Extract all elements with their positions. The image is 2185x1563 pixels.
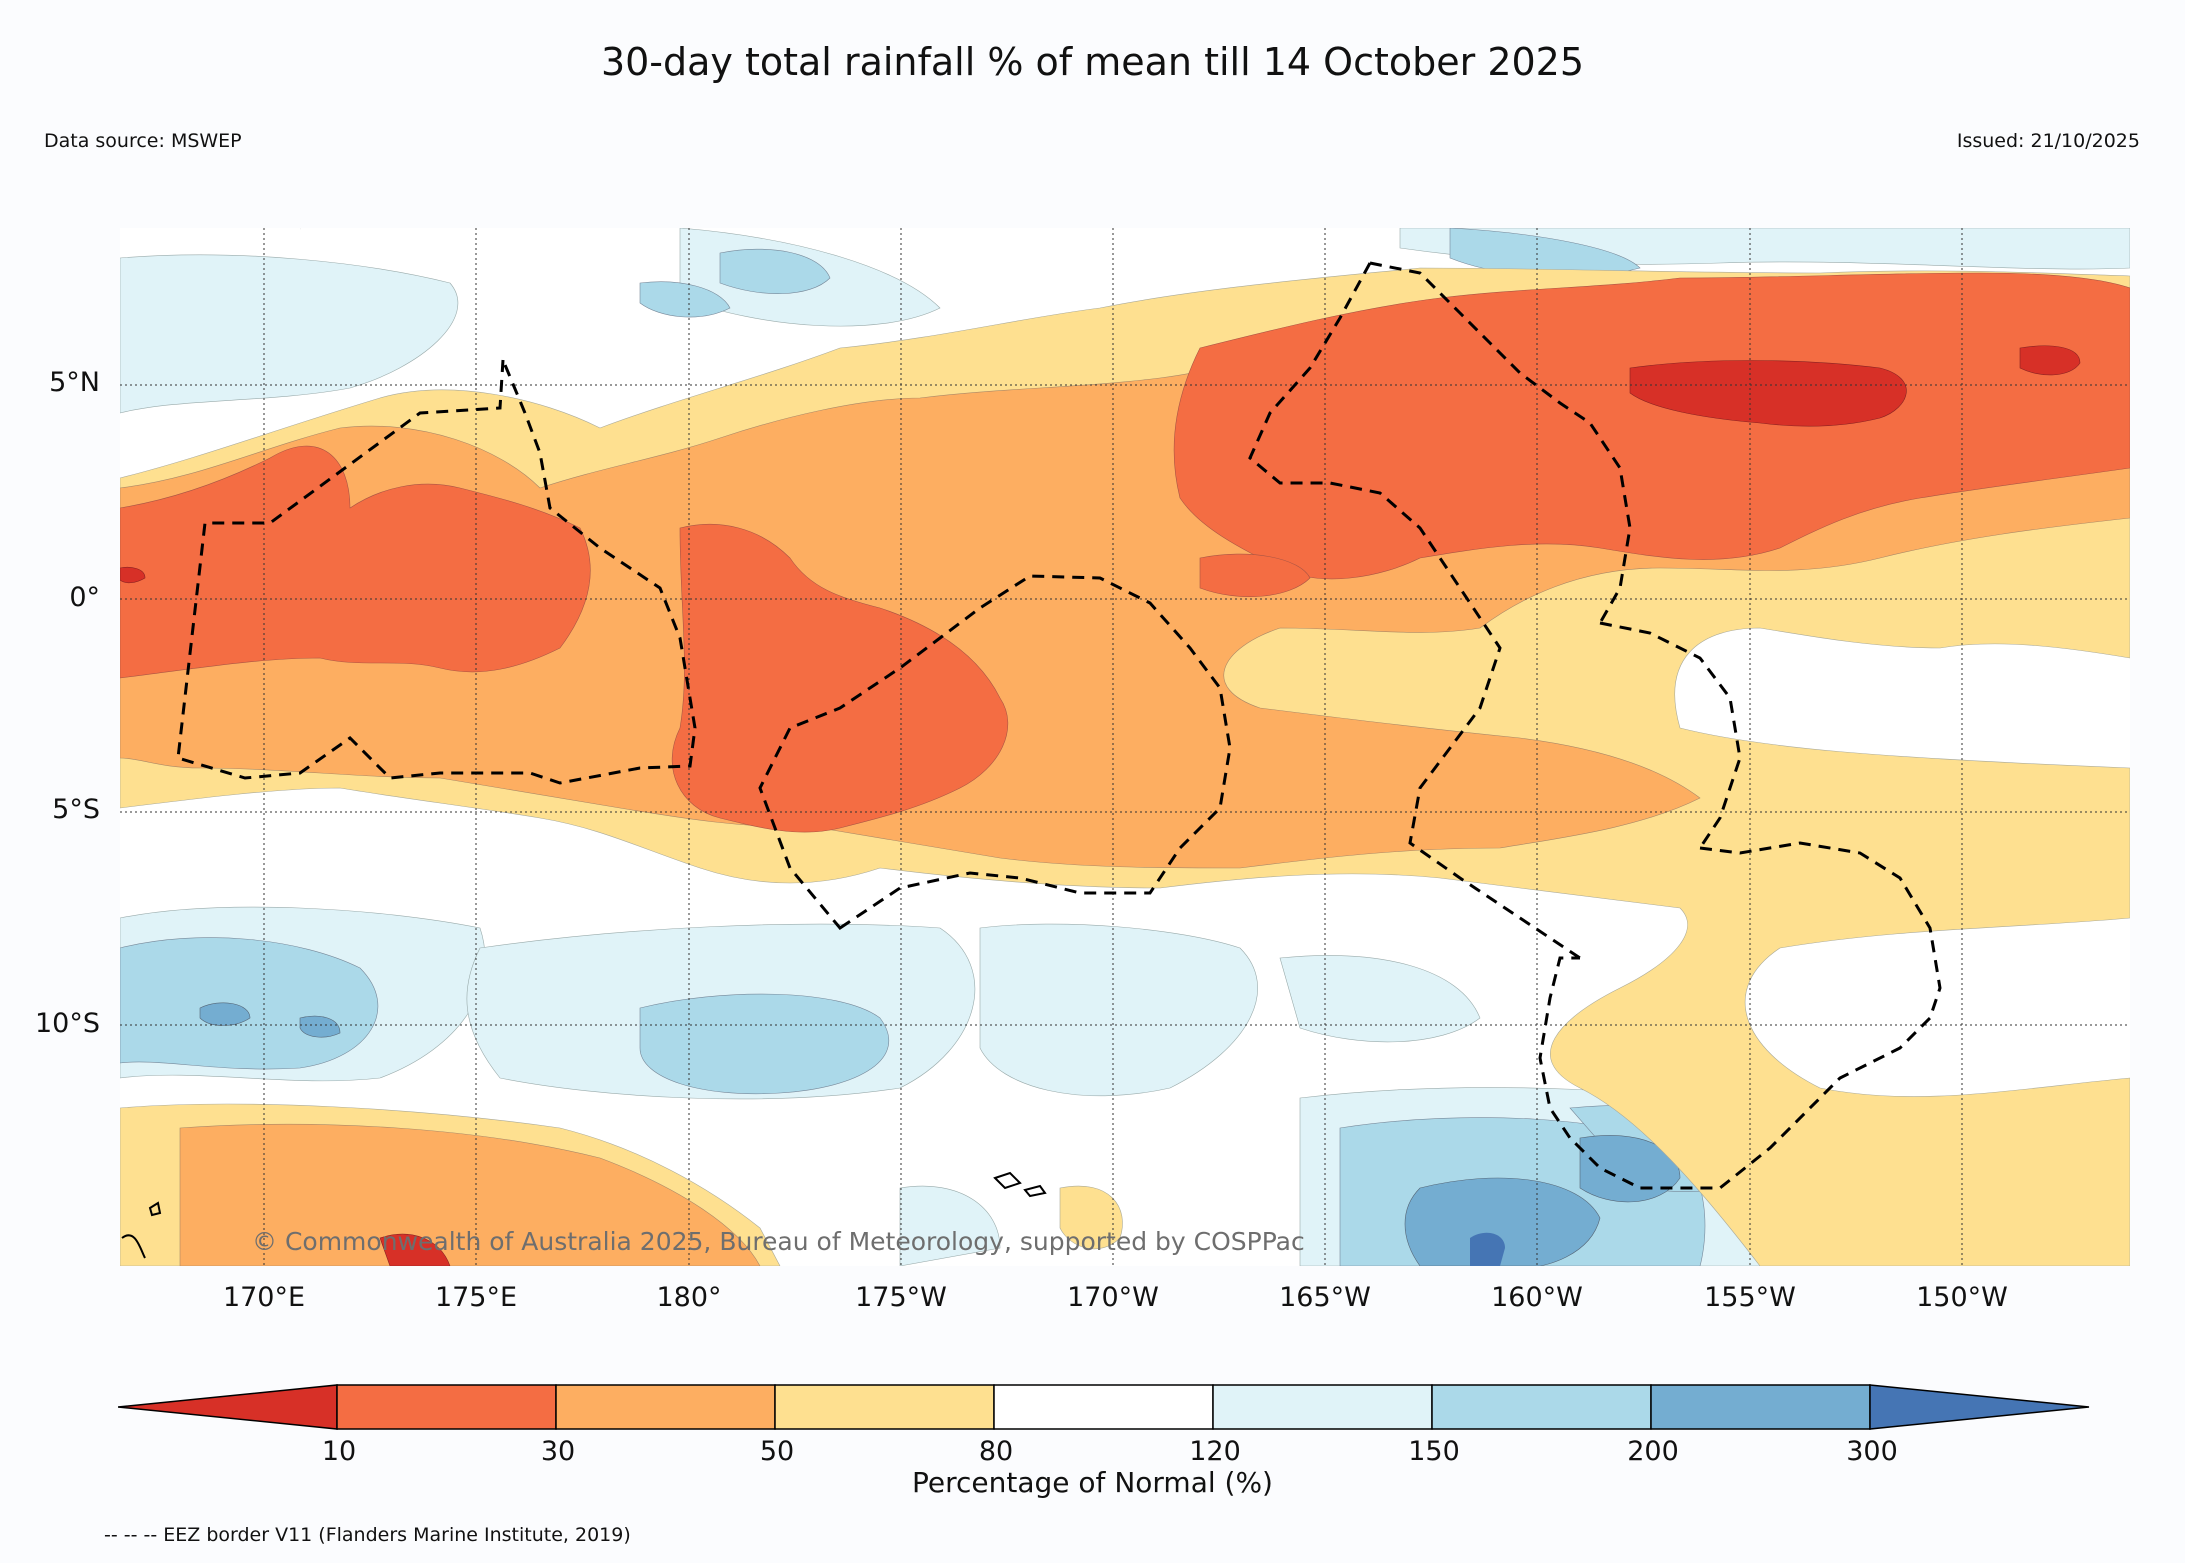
eez-borders: [176, 261, 1942, 1190]
lon-label-165w: 165°W: [1279, 1282, 1371, 1313]
colorbar-segment-7: [1650, 1384, 1871, 1430]
colorbar-tick-150: 150: [1408, 1436, 1460, 1467]
colorbar: [118, 1384, 2090, 1430]
copyright-notice: © Commonwealth of Australia 2025, Bureau…: [252, 1227, 1305, 1256]
rainfall-map: [120, 228, 2130, 1266]
lon-label-180: 180°: [656, 1282, 722, 1313]
wet-areas-extreme: [1470, 1232, 1505, 1266]
dry-areas-extreme: [120, 345, 2081, 1266]
colorbar-segment-6: [1431, 1384, 1652, 1430]
lon-label-160w: 160°W: [1491, 1282, 1583, 1313]
map-title: 30-day total rainfall % of mean till 14 …: [600, 40, 1585, 84]
colorbar-segment-2: [555, 1384, 776, 1430]
colorbar-title: Percentage of Normal (%): [912, 1466, 1273, 1499]
colorbar-segment-0: [118, 1384, 338, 1430]
colorbar-segment-4: [993, 1384, 1214, 1430]
lon-label-175w: 175°W: [855, 1282, 947, 1313]
colorbar-tick-10: 10: [321, 1436, 357, 1467]
lat-label-0: 0°: [69, 582, 100, 613]
eez-legend-note: -- -- -- EEZ border V11 (Flanders Marine…: [104, 1524, 631, 1546]
colorbar-tick-300: 300: [1846, 1436, 1898, 1467]
dry-areas-high: [120, 272, 2130, 833]
colorbar-segment-1: [336, 1384, 557, 1430]
colorbar-tick-80: 80: [978, 1436, 1014, 1467]
colorbar-segment-3: [774, 1384, 995, 1430]
colorbar-tick-120: 120: [1189, 1436, 1241, 1467]
wet-areas-dark: [199, 1002, 1681, 1266]
graticule: [120, 228, 2130, 1266]
lon-label-150w: 150°W: [1916, 1282, 2008, 1313]
lon-label-170e: 170°E: [222, 1282, 306, 1313]
island-outlines: [121, 1171, 1047, 1259]
colorbar-tick-50: 50: [759, 1436, 795, 1467]
colorbar-tick-200: 200: [1627, 1436, 1679, 1467]
lon-label-155w: 155°W: [1704, 1282, 1796, 1313]
data-source: Data source: MSWEP: [44, 130, 242, 152]
colorbar-segments: [118, 1384, 2090, 1430]
lat-label-5n: 5°N: [49, 367, 100, 398]
lat-label-10s: 10°S: [35, 1008, 100, 1039]
lon-label-175e: 175°E: [434, 1282, 518, 1313]
issued-date: Issued: 21/10/2025: [1956, 130, 2140, 152]
colorbar-segment-8: [1869, 1384, 2090, 1430]
colorbar-segment-5: [1212, 1384, 1433, 1430]
colorbar-tick-30: 30: [540, 1436, 576, 1467]
lon-label-170w: 170°W: [1067, 1282, 1159, 1313]
lat-label-5s: 5°S: [52, 794, 100, 825]
